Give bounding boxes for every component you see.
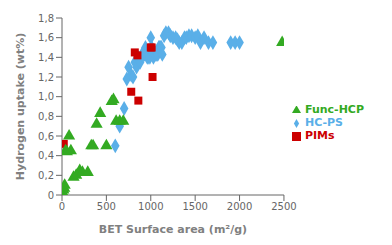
svg-text:0,6: 0,6 [38, 131, 54, 142]
svg-text:500: 500 [97, 201, 116, 212]
svg-text:1000: 1000 [138, 201, 163, 212]
svg-text:1,0: 1,0 [38, 91, 54, 102]
svg-text:0,4: 0,4 [38, 150, 54, 161]
html-text:Func-HCP: Func-HCP [304, 103, 364, 116]
svg-text:0,2: 0,2 [38, 170, 54, 181]
svg-text:1500: 1500 [182, 201, 207, 212]
html-text:HC-PS: HC-PS [304, 116, 343, 129]
svg-text:0: 0 [59, 201, 65, 212]
svg-text:2000: 2000 [227, 201, 252, 212]
svg-text:0: 0 [48, 190, 54, 201]
svg-text:BET Surface area (m²/g): BET Surface area (m²/g) [99, 223, 247, 236]
svg-text:0,8: 0,8 [38, 111, 54, 122]
svg-text:Hydrogen uptake (wt%): Hydrogen uptake (wt%) [14, 33, 27, 180]
svg-text:1,8: 1,8 [38, 13, 54, 24]
svg-text:1,6: 1,6 [38, 32, 54, 43]
svg-text:1,2: 1,2 [38, 72, 54, 83]
html-text:PIMs: PIMs [304, 129, 335, 142]
svg-text:2500: 2500 [271, 201, 296, 212]
svg-text:1,4: 1,4 [38, 52, 54, 63]
